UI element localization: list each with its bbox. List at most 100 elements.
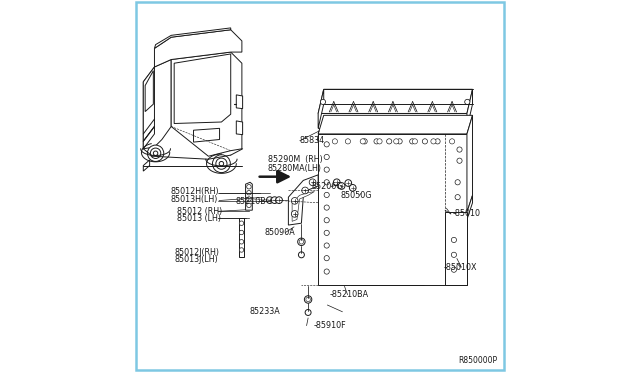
Circle shape [291, 211, 298, 217]
Circle shape [333, 179, 340, 186]
Polygon shape [174, 54, 231, 124]
Circle shape [302, 187, 308, 194]
Circle shape [299, 240, 303, 244]
Circle shape [154, 151, 158, 155]
Text: -85910F: -85910F [314, 321, 346, 330]
Circle shape [239, 230, 244, 235]
Circle shape [360, 139, 365, 144]
Circle shape [324, 230, 330, 235]
Circle shape [150, 148, 161, 158]
Polygon shape [445, 212, 467, 285]
Polygon shape [193, 128, 220, 142]
Circle shape [266, 197, 273, 203]
Circle shape [455, 195, 460, 200]
Circle shape [291, 198, 298, 204]
Circle shape [324, 142, 330, 147]
Circle shape [362, 139, 367, 144]
Circle shape [451, 252, 456, 257]
Polygon shape [236, 95, 243, 109]
Circle shape [309, 179, 316, 186]
Circle shape [147, 145, 164, 161]
Text: 85290M  (RH): 85290M (RH) [268, 155, 323, 164]
Circle shape [397, 139, 402, 144]
Polygon shape [172, 52, 242, 156]
Circle shape [431, 139, 436, 144]
Text: 85834: 85834 [300, 136, 324, 145]
Circle shape [324, 256, 330, 261]
Polygon shape [467, 195, 472, 219]
Circle shape [239, 221, 244, 225]
Text: -85010: -85010 [452, 209, 481, 218]
Circle shape [246, 190, 251, 195]
Polygon shape [246, 182, 252, 210]
Circle shape [374, 139, 379, 144]
Circle shape [451, 237, 456, 243]
Circle shape [321, 99, 326, 105]
Circle shape [345, 180, 351, 186]
Circle shape [457, 158, 462, 163]
Text: -85210BA: -85210BA [330, 290, 369, 299]
Circle shape [455, 180, 460, 185]
Circle shape [305, 296, 312, 303]
Circle shape [332, 139, 337, 144]
Circle shape [324, 180, 330, 185]
Polygon shape [239, 218, 244, 257]
Text: 85050G: 85050G [340, 191, 372, 200]
Circle shape [465, 99, 470, 105]
Circle shape [394, 139, 399, 144]
Text: R850000P: R850000P [459, 356, 498, 365]
Circle shape [239, 240, 244, 244]
Circle shape [239, 248, 244, 252]
Circle shape [216, 158, 227, 169]
Polygon shape [467, 89, 472, 128]
Text: 85280MA(LH): 85280MA(LH) [268, 164, 322, 173]
Circle shape [324, 218, 330, 223]
Polygon shape [154, 28, 231, 48]
Polygon shape [292, 192, 314, 221]
Polygon shape [143, 126, 154, 149]
Polygon shape [318, 115, 472, 134]
Polygon shape [143, 160, 150, 171]
Circle shape [324, 167, 330, 172]
Polygon shape [143, 67, 154, 141]
Text: 85210B: 85210B [235, 197, 266, 206]
Circle shape [306, 297, 310, 302]
Circle shape [449, 139, 454, 144]
Circle shape [298, 238, 305, 246]
Polygon shape [177, 60, 227, 100]
Circle shape [324, 269, 330, 274]
Text: 85206G: 85206G [312, 182, 343, 191]
Circle shape [219, 161, 223, 166]
Circle shape [246, 203, 251, 208]
Circle shape [324, 243, 330, 248]
Circle shape [377, 139, 382, 144]
Circle shape [435, 139, 440, 144]
Circle shape [246, 185, 251, 189]
Polygon shape [318, 89, 324, 128]
Text: 85013H(LH): 85013H(LH) [170, 195, 218, 203]
Circle shape [338, 183, 345, 189]
Circle shape [271, 197, 278, 203]
Text: -85010X: -85010X [444, 263, 477, 272]
Text: 85013J(LH): 85013J(LH) [174, 255, 218, 264]
Circle shape [387, 139, 392, 144]
Circle shape [324, 192, 330, 198]
Circle shape [451, 267, 456, 272]
Polygon shape [318, 89, 472, 113]
Text: 85090A: 85090A [265, 228, 296, 237]
Circle shape [246, 197, 251, 201]
Circle shape [412, 139, 417, 144]
Polygon shape [467, 115, 472, 212]
Circle shape [324, 154, 330, 160]
Text: 85012H(RH): 85012H(RH) [170, 187, 219, 196]
Polygon shape [318, 113, 467, 128]
Circle shape [422, 139, 428, 144]
Circle shape [457, 147, 462, 152]
Polygon shape [143, 60, 172, 149]
Polygon shape [236, 121, 243, 135]
Circle shape [276, 197, 282, 203]
Circle shape [410, 139, 415, 144]
Circle shape [305, 310, 311, 315]
Text: 85012 (RH): 85012 (RH) [177, 207, 222, 216]
Text: 85012J(RH): 85012J(RH) [174, 248, 219, 257]
